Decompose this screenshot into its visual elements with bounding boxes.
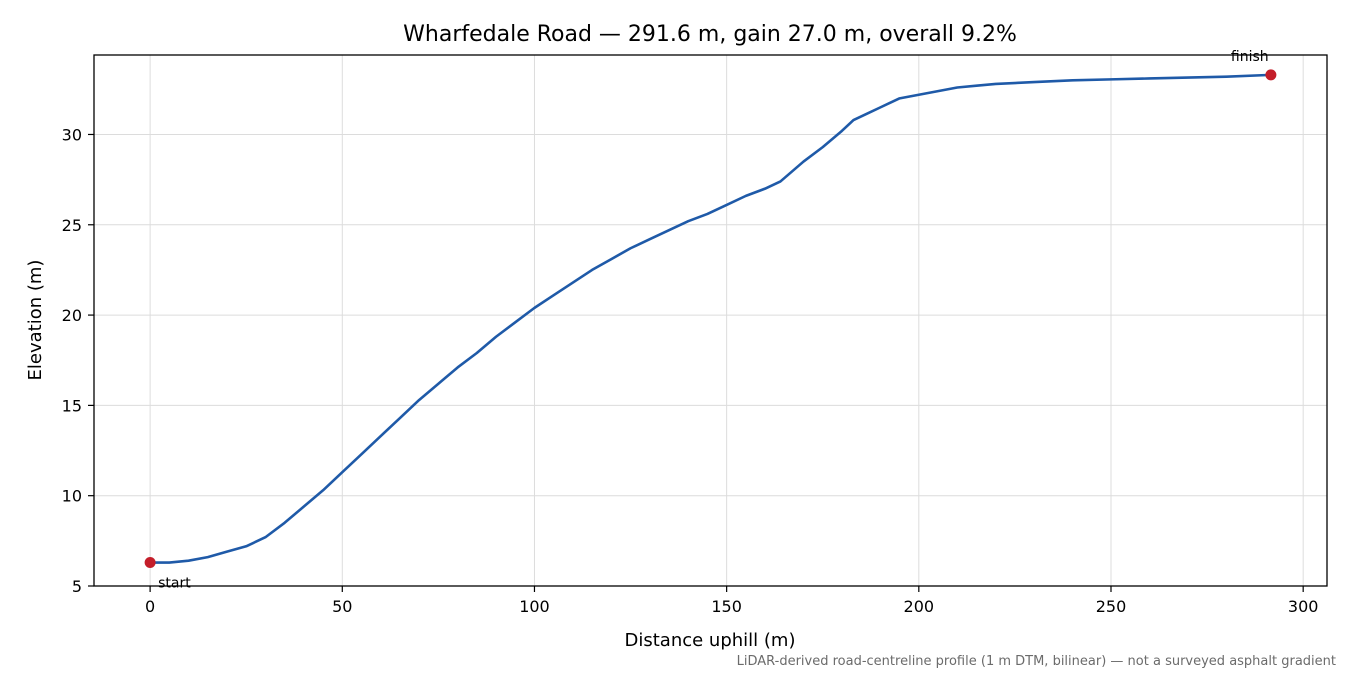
x-tick-label: 250: [1096, 597, 1127, 616]
plot-frame: [93, 54, 1328, 587]
plot-area: start finish: [144, 49, 1277, 592]
y-axis-ticks: 5 10 15 20 25 30: [62, 125, 94, 596]
y-tick-label: 15: [62, 396, 82, 415]
gridlines: [94, 55, 1327, 587]
x-tick-label: 300: [1288, 597, 1319, 616]
x-axis-ticks: 0 50 100 150 200 250 300: [145, 586, 1318, 616]
x-tick-label: 150: [711, 597, 742, 616]
y-tick-label: 25: [62, 216, 82, 235]
y-tick-label: 10: [62, 487, 82, 506]
elevation-profile-line: [148, 73, 1273, 564]
start-marker: [144, 557, 156, 569]
start-label: start: [158, 576, 191, 592]
footnote: LiDAR-derived road-centreline profile (1…: [737, 654, 1336, 669]
finish-label: finish: [1231, 49, 1269, 65]
y-tick-label: 5: [72, 577, 82, 596]
finish-marker: [1265, 69, 1277, 81]
chart-title: Wharfedale Road — 291.6 m, gain 27.0 m, …: [403, 22, 1017, 47]
y-tick-label: 30: [62, 125, 82, 144]
x-tick-label: 50: [332, 597, 352, 616]
y-tick-label: 20: [62, 306, 82, 325]
y-axis-title: Elevation (m): [25, 260, 46, 381]
x-tick-label: 100: [519, 597, 550, 616]
x-axis-title: Distance uphill (m): [625, 630, 796, 651]
x-tick-label: 200: [904, 597, 935, 616]
x-tick-label: 0: [145, 597, 155, 616]
